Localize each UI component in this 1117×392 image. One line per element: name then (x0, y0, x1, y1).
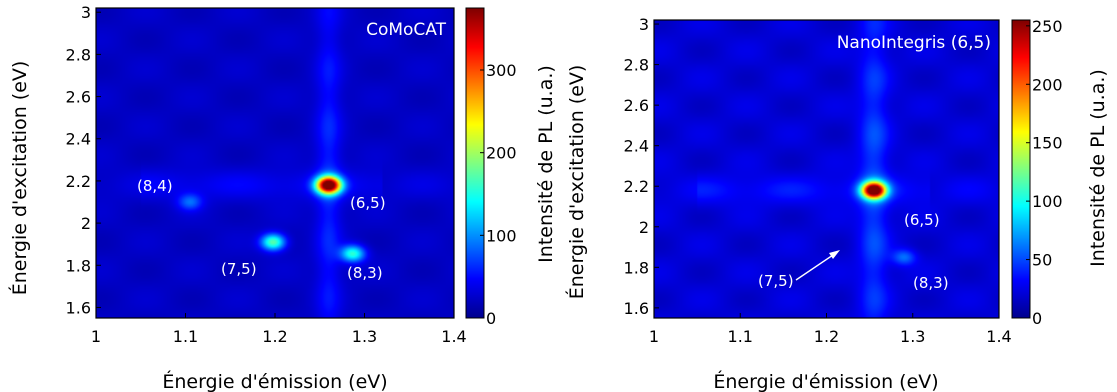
colorbar-frame-nanointegris (1011, 19, 1031, 319)
colorbar-tick-label: 200 (486, 144, 517, 163)
heatmap-image-comocat (96, 8, 454, 318)
axis-ticks-comocat: 1 1.1 1.2 1.3 1.4 1.6 1.8 2 2.2 2.4 2.6 2.8 3 (66, 3, 467, 346)
y-tick-label: 2.6 (66, 88, 91, 107)
y-tick-label: 3 (81, 3, 91, 22)
arrow-7-5-nano (795, 252, 837, 281)
y-tick-label: 1.6 (66, 298, 91, 317)
y-tick-label: 2.8 (66, 45, 91, 64)
colorbar-tick-label: 0 (1032, 309, 1042, 328)
colorbar-tick-label: 100 (1032, 192, 1063, 211)
x-axis-label-nanointegris: Énergie d'émission (eV) (713, 370, 938, 392)
heatmap-image-nanointegris (654, 20, 999, 318)
colorbar-label-nanointegris: Intensité de PL (u.a.) (1087, 69, 1109, 267)
peak-label-6-5: (6,5) (350, 194, 386, 212)
panel-comocat: 1 1.1 1.2 1.3 1.4 1.6 1.8 2 2.2 2.4 2.6 2.8 3 CoMoCA… (8, 3, 557, 392)
colorbar-frame-comocat (465, 7, 485, 319)
colorbar-comocat (466, 8, 484, 318)
y-tick-label: 1.8 (66, 256, 91, 275)
x-tick-label: 1.3 (900, 327, 925, 346)
colorbar-tick-label: 200 (1032, 75, 1063, 94)
y-tick-label: 2.4 (66, 130, 91, 149)
peak-label-7-5: (7,5) (221, 260, 257, 278)
x-tick-label: 1.4 (441, 327, 466, 346)
axis-ticks-nanointegris: 1 1.1 1.2 1.3 1.4 1.6 1.8 2 2.2 2.4 2.6 2.8 3 (624, 15, 1012, 346)
panel-title-comocat: CoMoCAT (366, 20, 447, 40)
x-axis-label-comocat: Énergie d'émission (eV) (162, 370, 387, 392)
peak-label-8-3: (8,3) (347, 264, 383, 282)
panel-nanointegris: 1 1.1 1.2 1.3 1.4 1.6 1.8 2 2.2 2.4 2.6 2.8 3 NanoIn… (565, 15, 1109, 392)
colorbar-tick-label: 250 (1032, 17, 1063, 36)
x-tick-label: 1.2 (814, 327, 839, 346)
colorbar-tick-label: 150 (1032, 134, 1063, 153)
peak-label-6-5-nano: (6,5) (904, 211, 940, 229)
y-axis-label-comocat: Énergie d'excitation (eV) (8, 61, 31, 296)
x-tick-label: 1.3 (352, 327, 377, 346)
x-tick-label: 1.1 (173, 327, 198, 346)
colorbar-label-comocat: Intensité de PL (u.a.) (535, 65, 557, 263)
colorbar-tick-label: 0 (486, 309, 496, 328)
colorbar-ticks-comocat: 0 100 200 300 (480, 61, 517, 328)
x-tick-label: 1.1 (728, 327, 753, 346)
y-axis-label-nanointegris: Énergie d'excitation (eV) (565, 65, 588, 300)
arrowhead-7-5-nano (829, 250, 840, 259)
y-tick-label: 3 (639, 15, 649, 34)
y-tick-label: 2.4 (624, 137, 649, 156)
y-tick-label: 2.8 (624, 56, 649, 75)
peak-label-8-3-nano: (8,3) (913, 274, 949, 292)
colorbar-tick-label: 50 (1032, 251, 1052, 270)
y-tick-label: 1.6 (624, 299, 649, 318)
colorbar-tick-label: 300 (486, 61, 517, 80)
colorbar-tick-label: 100 (486, 226, 517, 245)
x-tick-label: 1 (649, 327, 659, 346)
y-tick-label: 1.8 (624, 258, 649, 277)
y-tick-label: 2.6 (624, 96, 649, 115)
colorbar-nanointegris (1012, 20, 1030, 318)
panel-title-nanointegris: NanoIntegris (6,5) (837, 33, 991, 53)
peak-label-7-5-nano: (7,5) (758, 272, 794, 290)
y-tick-label: 2 (81, 214, 91, 233)
peak-label-8-4: (8,4) (137, 177, 173, 195)
colorbar-ticks-nanointegris: 0 50 100 150 200 250 (1026, 17, 1063, 328)
x-tick-label: 1.2 (262, 327, 287, 346)
y-tick-label: 2 (639, 218, 649, 237)
y-tick-label: 2.2 (624, 177, 649, 196)
x-tick-label: 1.4 (986, 327, 1011, 346)
y-tick-label: 2.2 (66, 172, 91, 191)
x-tick-label: 1 (91, 327, 101, 346)
